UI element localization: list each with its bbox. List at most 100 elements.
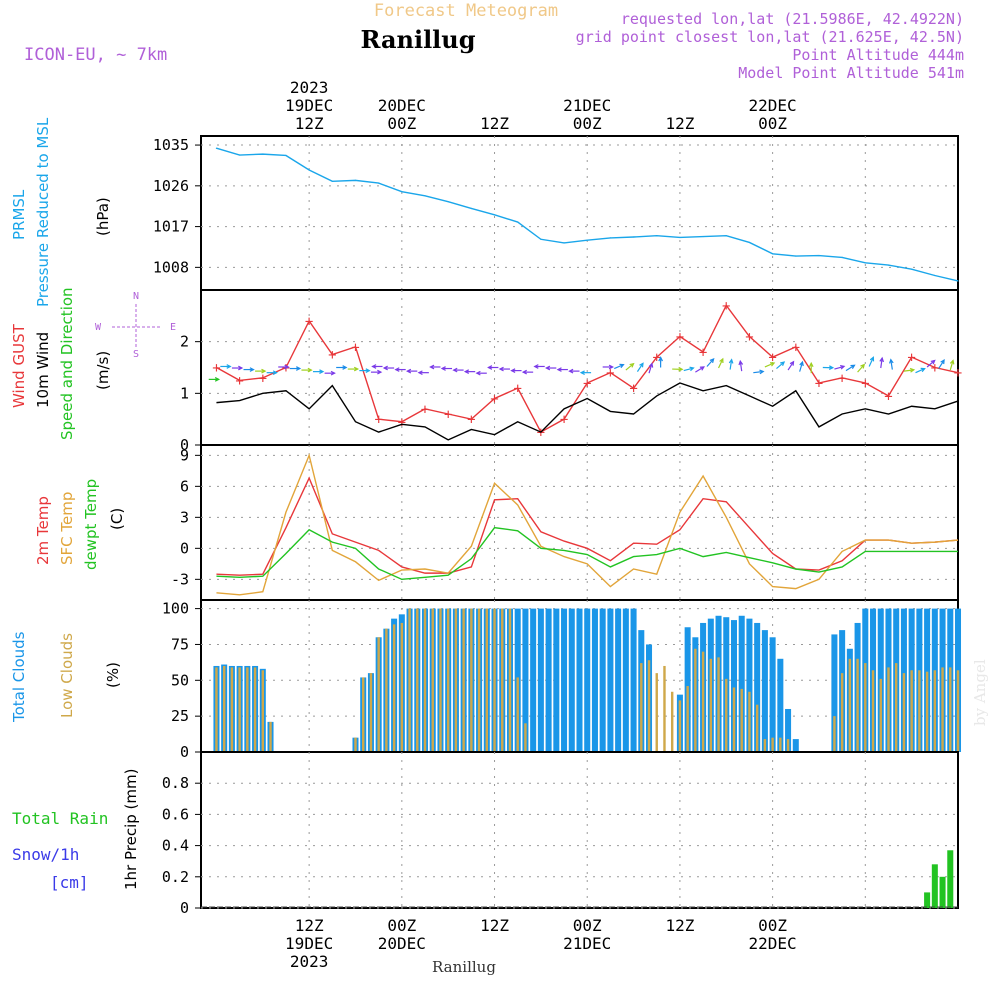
pressure-labels: PRMSL Pressure Reduced to MSL (hPa) [10,117,112,307]
gust-point: + [212,361,220,377]
watermark: by Angel [971,659,989,726]
wind-10m-label: 10m Wind [34,332,52,408]
gust-point: + [328,348,336,364]
low-clouds-bar [841,673,843,752]
model-point-altitude: Model Point Altitude 541m [738,64,964,82]
compass-s: S [133,349,139,360]
pressure-point [378,183,379,184]
gust-point: + [421,402,429,418]
total-rain-label: Total Rain [12,809,108,828]
compass-n: N [133,291,139,302]
gust-point: + [583,376,591,392]
low-clouds-label: Low Clouds [58,633,76,718]
low-clouds-bar [215,667,217,752]
low-clouds-bar [447,609,449,752]
temp-ytick-label: 6 [180,477,189,495]
low-clouds-bar [957,670,959,752]
rain-bar [947,850,953,908]
gust-point: + [560,412,568,428]
top-time-label: 12Z [665,114,694,133]
clouds-ytick-label: 75 [171,635,189,653]
precip-ytick-label: 0.4 [162,837,189,855]
total-clouds-bar [569,609,575,752]
low-clouds-bar [238,667,240,752]
total-clouds-bar [770,637,776,752]
total-clouds-bar [615,609,621,752]
low-clouds-bar [269,722,271,752]
top-time-label: 12Z [480,114,509,133]
total-clouds-bar [553,609,559,752]
gust-point: + [722,299,730,315]
low-clouds-bar [671,692,673,752]
low-clouds-bar [656,673,658,752]
gust-point: + [351,340,359,356]
low-clouds-bar [903,673,905,752]
low-clouds-bar [223,666,225,752]
gust-point: + [513,381,521,397]
low-clouds-bar [949,667,951,752]
wind-gust-label: Wind GUST [10,323,28,408]
pressure-unit: (hPa) [94,197,112,236]
temp-ytick-label: 0 [180,539,189,557]
total-clouds-bar [546,609,552,752]
pressure-ytick-label: 1017 [153,218,189,236]
pressure-msl-label: Pressure Reduced to MSL [34,117,52,307]
total-clouds-bar [538,609,544,752]
point-altitude: Point Altitude 444m [792,46,964,64]
low-clouds-bar [679,700,681,752]
low-clouds-bar [748,692,750,752]
pressure-point [540,239,541,240]
low-clouds-bar [934,670,936,752]
low-clouds-bar [362,677,364,752]
clouds-ytick-label: 100 [162,600,189,618]
cloud-labels: Total Clouds Low Clouds (%) [10,631,122,723]
low-clouds-bar [254,667,256,752]
low-clouds-bar [416,609,418,752]
dewpt-label: dewpt Temp [82,479,100,570]
low-clouds-bar [663,666,665,752]
low-clouds-bar [231,667,233,752]
pressure-point [262,154,263,155]
low-clouds-bar [640,663,642,752]
pressure-point [772,253,773,254]
low-clouds-bar [725,679,727,752]
pressure-point [656,235,657,236]
low-clouds-bar [918,670,920,752]
precip-ytick-label: 0.2 [162,868,189,886]
low-clouds-bar [486,609,488,752]
top-time-label: 00Z [573,114,602,133]
bottom-time-label: 21DEC [563,934,611,953]
bottom-time-label: 20DEC [378,934,426,953]
wind-speed-dir-label: Speed and Direction [58,287,76,440]
bottom-time-label: 12Z [480,916,509,935]
gust-point: + [235,373,243,389]
low-clouds-bar [849,659,851,752]
model-label: ICON-EU, ~ 7km [24,45,167,65]
pressure-point [216,148,217,149]
gust-point: + [537,425,545,441]
low-clouds-bar [941,667,943,752]
low-clouds-bar [246,667,248,752]
low-clouds-bar [686,686,688,752]
precip-ytick-label: 0.6 [162,805,189,823]
low-clouds-bar [408,609,410,752]
wind-unit: (m/s) [94,351,112,390]
total-clouds-bar [576,609,582,752]
grid-point-coords: grid point closest lon,lat (21.625E, 42.… [576,28,964,46]
low-clouds-bar [880,679,882,752]
bottom-time-label: 19DEC [285,934,333,953]
low-clouds-bar [926,672,928,752]
pressure-point [448,201,449,202]
wind-ytick-label: 2 [180,333,189,351]
low-clouds-bar [741,689,743,752]
low-clouds-bar [501,609,503,752]
total-clouds-bar [584,609,590,752]
clouds-ytick-label: 0 [180,743,189,761]
low-clouds-bar [432,609,434,752]
top-time-label: 19DEC [285,96,333,115]
pressure-point [865,262,866,263]
